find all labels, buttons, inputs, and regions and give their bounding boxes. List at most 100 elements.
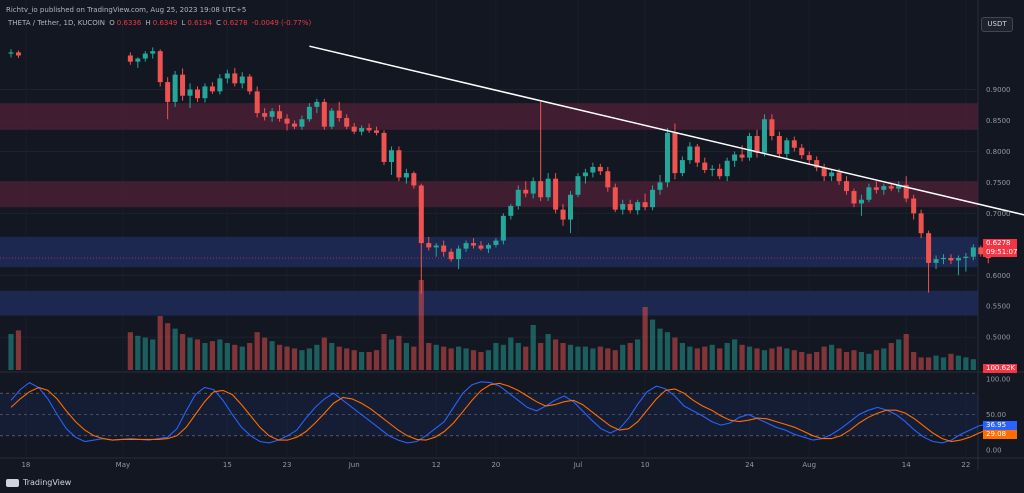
candle-body[interactable] [165,82,171,102]
candle-body[interactable] [545,178,551,198]
candle-body[interactable] [575,176,581,195]
candle-body[interactable] [381,132,387,162]
footer-brand[interactable]: TradingView [6,478,71,487]
candle-body[interactable] [157,51,163,83]
candle-body[interactable] [485,244,491,249]
candle-body[interactable] [426,243,432,248]
candle-body[interactable] [620,204,626,210]
stoch-d-line[interactable] [10,382,989,443]
candle-body[interactable] [642,202,648,208]
candle-body[interactable] [553,178,559,210]
candle-body[interactable] [441,245,447,252]
candle-body[interactable] [851,191,857,204]
candle-body[interactable] [858,199,864,204]
candle-body[interactable] [679,160,685,174]
currency-button[interactable]: USDT [981,17,1013,32]
candle-body[interactable] [329,110,335,127]
candle-body[interactable] [500,215,506,241]
candle-body[interactable] [239,76,245,84]
candle-body[interactable] [366,127,372,131]
candle-body[interactable] [232,73,238,84]
candle-body[interactable] [821,167,827,177]
candle-body[interactable] [978,247,984,255]
candle-body[interactable] [515,189,521,206]
candle-body[interactable] [15,52,21,56]
candle-body[interactable] [955,257,961,261]
candle-body[interactable] [597,166,603,172]
candle-body[interactable] [933,259,939,263]
candle-body[interactable] [791,140,797,148]
candle-body[interactable] [530,181,536,194]
candle-body[interactable] [941,257,946,260]
candle-body[interactable] [963,256,969,258]
candle-body[interactable] [829,172,835,177]
candle-body[interactable] [471,243,477,246]
candle-body[interactable] [291,123,297,127]
candle-body[interactable] [374,130,380,133]
candle-body[interactable] [142,53,148,59]
candle-body[interactable] [694,146,700,163]
candle-body[interactable] [836,172,842,182]
candle-body[interactable] [8,52,14,54]
candle-body[interactable] [195,89,200,99]
candle-body[interactable] [903,184,909,199]
candle-body[interactable] [217,78,223,92]
candle-body[interactable] [209,86,215,92]
candle-body[interactable] [672,132,678,174]
candle-body[interactable] [605,171,611,188]
candle-body[interactable] [269,111,275,117]
candle-body[interactable] [463,243,469,249]
candle-body[interactable] [732,154,738,161]
candle-body[interactable] [702,162,708,171]
candle-body[interactable] [806,155,812,161]
candle-body[interactable] [187,89,193,96]
candle-body[interactable] [881,186,887,190]
candle-body[interactable] [344,118,350,127]
candle-body[interactable] [388,150,394,162]
symbol-legend[interactable]: THETA / Tether, 1D, KUCOIN O 0.6336 H 0.63… [6,19,311,27]
candle-body[interactable] [508,205,514,216]
candle-body[interactable] [254,91,260,114]
candle-body[interactable] [306,106,312,120]
candle-body[interactable] [926,233,932,263]
candle-body[interactable] [814,160,820,168]
candle-body[interactable] [359,127,365,132]
candle-body[interactable] [478,245,484,249]
symbol-name[interactable]: THETA / Tether, 1D, KUCOIN [8,19,106,27]
candle-body[interactable] [754,135,760,153]
candle-body[interactable] [351,126,357,132]
candle-body[interactable] [896,184,902,189]
candle-body[interactable] [739,154,745,158]
candle-body[interactable] [493,240,499,245]
stochastic-rsi-panel[interactable] [0,381,989,444]
candle-body[interactable] [396,150,402,178]
candle-body[interactable] [411,173,417,186]
candle-body[interactable] [456,248,462,260]
candle-body[interactable] [657,182,663,190]
candle-body[interactable] [888,186,894,189]
candle-body[interactable] [433,245,439,248]
candle-body[interactable] [403,173,409,178]
candle-body[interactable] [284,118,290,124]
candle-body[interactable] [336,110,342,119]
candle-body[interactable] [127,55,133,62]
candle-body[interactable] [590,166,596,173]
candle-body[interactable] [911,198,917,214]
candle-body[interactable] [687,146,693,161]
candle-body[interactable] [448,251,454,260]
candle-body[interactable] [262,113,268,117]
candle-body[interactable] [418,185,424,244]
candle-body[interactable] [970,247,976,257]
candle-body[interactable] [724,160,730,177]
candle-body[interactable] [761,119,767,153]
candle-body[interactable] [844,181,850,192]
candle-body[interactable] [709,168,715,171]
candle-body[interactable] [747,135,753,158]
candle-body[interactable] [799,147,805,156]
candle-body[interactable] [135,58,141,62]
candle-body[interactable] [523,189,529,194]
candle-body[interactable] [717,168,723,177]
candle-body[interactable] [873,187,879,190]
candle-body[interactable] [866,187,872,200]
